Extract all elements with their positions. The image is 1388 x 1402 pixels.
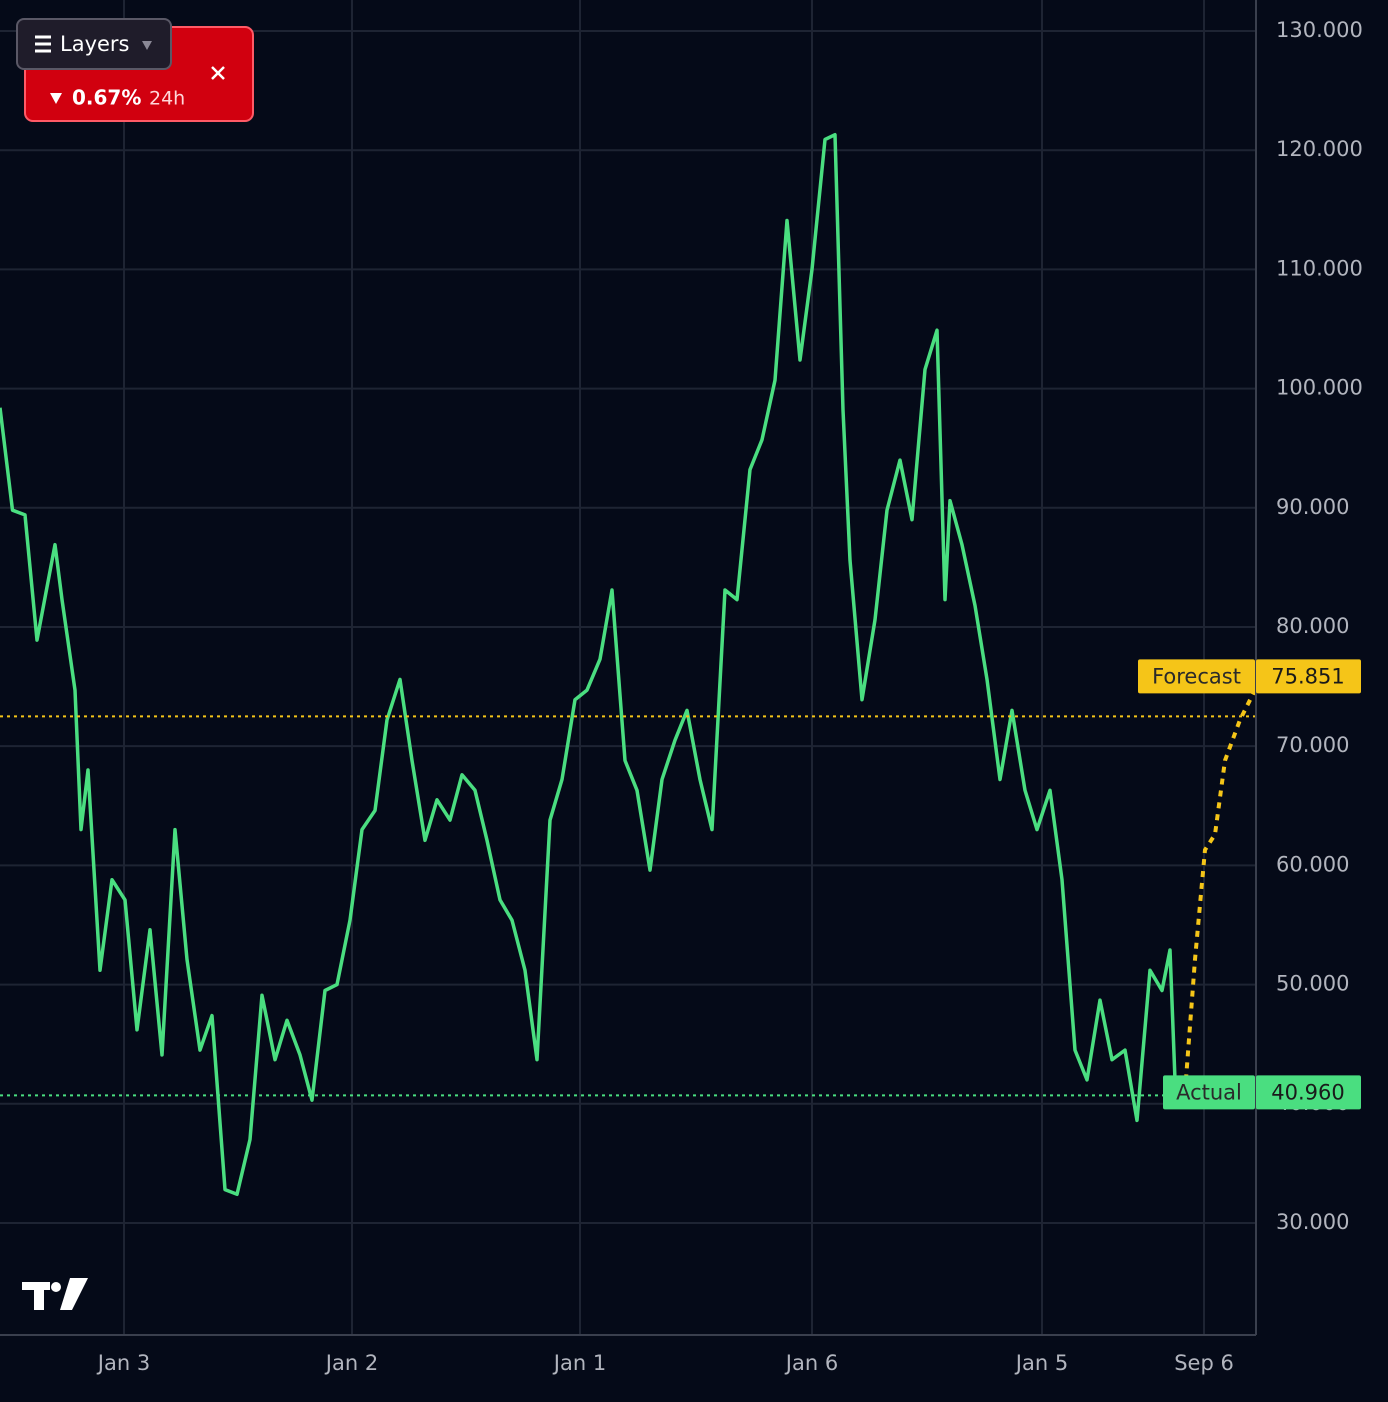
- y-tick-label: 120.000: [1276, 137, 1363, 161]
- y-tick-label: 110.000: [1276, 256, 1363, 280]
- series-line: [1183, 689, 1257, 1093]
- logo-part: [60, 1278, 88, 1310]
- badge-name-box: [1163, 1075, 1255, 1110]
- badge-value-box: [1256, 1075, 1361, 1110]
- x-tick-label: Jan 3: [96, 1351, 150, 1375]
- tv-logo: [22, 1278, 88, 1310]
- badge-name: Forecast: [1152, 664, 1241, 688]
- change: 0.67%: [72, 86, 141, 110]
- price-badge: Forecast 75.851: [1138, 659, 1361, 694]
- logo-part: [34, 1282, 44, 1310]
- badge-name-box: [1138, 659, 1255, 694]
- period: 24h: [149, 88, 185, 110]
- dropdown-caret: [142, 41, 152, 50]
- down-arrow: [50, 93, 62, 104]
- y-tick-label: 50.000: [1276, 972, 1349, 996]
- y-tick-label: 90.000: [1276, 495, 1349, 519]
- y-tick-label: 30.000: [1276, 1210, 1349, 1234]
- menu-icon: [35, 35, 51, 53]
- y-tick-label: 60.000: [1276, 852, 1349, 876]
- layers-button[interactable]: Layers: [16, 18, 172, 70]
- y-tick-label: 80.000: [1276, 614, 1349, 638]
- logo-part: [51, 1282, 61, 1292]
- x-tick-label: Jan 5: [1014, 1351, 1068, 1375]
- button-box: [16, 18, 172, 70]
- plot: [0, 0, 1257, 1335]
- y-tick-label: 70.000: [1276, 733, 1349, 757]
- x-tick-label: Jan 2: [324, 1351, 378, 1375]
- badge-value-box: [1256, 659, 1361, 694]
- badge-value: 40.960: [1271, 1080, 1344, 1104]
- series-line: [0, 132, 1187, 1197]
- badge-value: 75.851: [1271, 664, 1344, 688]
- x-tick-label: Jan 6: [784, 1351, 838, 1375]
- y-tick-label: 100.000: [1276, 376, 1363, 400]
- price-badge: Actual 40.960: [1163, 1075, 1361, 1110]
- y-tick-label: 130.000: [1276, 18, 1363, 42]
- x-tick-label: Jan 1: [552, 1351, 606, 1375]
- x-tick-label: Sep 6: [1174, 1351, 1234, 1375]
- close-button[interactable]: [211, 66, 225, 80]
- badge-name: Actual: [1176, 1080, 1242, 1104]
- button-label: Layers: [60, 32, 130, 56]
- close-icon: [211, 66, 225, 80]
